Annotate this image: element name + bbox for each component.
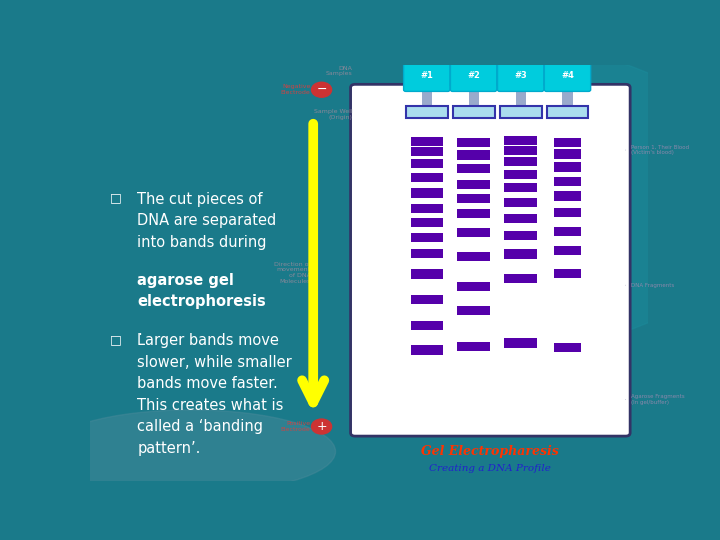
Bar [505, 157, 537, 166]
Bar [457, 281, 490, 291]
Bar [505, 198, 537, 207]
Bar [505, 274, 537, 283]
Text: #4: #4 [561, 71, 574, 80]
Text: □: □ [109, 333, 121, 346]
Bar [516, 90, 526, 106]
Bar [410, 137, 443, 146]
Text: Positive
Electrode: Positive Electrode [281, 421, 310, 432]
Text: Creating a DNA Profile: Creating a DNA Profile [429, 464, 552, 473]
Text: Sample Well
(Origin): Sample Well (Origin) [314, 109, 352, 120]
Bar [410, 188, 443, 198]
Text: .: . [138, 322, 142, 338]
Bar [554, 192, 581, 200]
Bar [457, 209, 490, 218]
Bar [505, 183, 537, 192]
Bar [410, 204, 443, 213]
FancyBboxPatch shape [544, 59, 590, 91]
Text: agarose gel
electrophoresis: agarose gel electrophoresis [138, 273, 266, 309]
Bar [469, 90, 479, 106]
Bar [554, 177, 581, 186]
Text: DNA Fragments: DNA Fragments [626, 282, 675, 288]
FancyBboxPatch shape [498, 59, 544, 91]
Bar [505, 170, 537, 179]
Bar [554, 227, 581, 236]
Bar [410, 321, 443, 330]
Bar [410, 269, 443, 279]
Bar [457, 228, 490, 237]
Bar [410, 218, 443, 227]
Bar [505, 231, 537, 240]
Bar [410, 173, 443, 182]
Text: □: □ [109, 192, 121, 205]
Text: #2: #2 [467, 71, 480, 80]
Bar [554, 150, 581, 159]
Bar [457, 180, 490, 189]
Text: DNA
Samples: DNA Samples [325, 66, 352, 77]
Text: The cut pieces of
DNA are separated
into bands during: The cut pieces of DNA are separated into… [138, 192, 276, 250]
Text: +: + [316, 420, 327, 433]
Circle shape [312, 82, 332, 97]
Bar [505, 146, 537, 155]
Text: Direction of
movement
of DNA
Molecules: Direction of movement of DNA Molecules [274, 261, 310, 284]
Circle shape [352, 52, 720, 343]
Bar [457, 306, 490, 315]
FancyBboxPatch shape [404, 59, 450, 91]
FancyBboxPatch shape [500, 106, 541, 118]
Text: Larger bands move
slower, while smaller
bands move faster.
This creates what is
: Larger bands move slower, while smaller … [138, 333, 292, 456]
Bar [554, 163, 581, 172]
Bar [457, 193, 490, 202]
Ellipse shape [45, 410, 336, 493]
Bar [505, 213, 537, 222]
Text: Person 1, Their Blood
(Victim's blood): Person 1, Their Blood (Victim's blood) [626, 145, 689, 156]
Text: Agarose Fragments
(In gel/buffer): Agarose Fragments (In gel/buffer) [626, 394, 685, 405]
Bar [554, 246, 581, 255]
Text: #3: #3 [514, 71, 527, 80]
Bar [457, 138, 490, 147]
Bar [410, 147, 443, 156]
Bar [410, 233, 443, 242]
FancyBboxPatch shape [351, 84, 630, 436]
Bar [505, 339, 537, 348]
FancyBboxPatch shape [406, 106, 448, 118]
Bar [554, 342, 581, 352]
FancyBboxPatch shape [451, 59, 497, 91]
Bar [410, 249, 443, 258]
Bar [505, 136, 537, 145]
Bar [554, 138, 581, 147]
Text: −: − [316, 83, 327, 96]
Text: Gel Electropharesis: Gel Electropharesis [421, 446, 559, 458]
Bar [505, 249, 537, 259]
Circle shape [312, 419, 332, 434]
Bar [422, 90, 432, 106]
Bar [554, 269, 581, 278]
Bar [554, 208, 581, 217]
Bar [410, 295, 443, 305]
FancyBboxPatch shape [546, 106, 588, 118]
Text: #1: #1 [420, 71, 433, 80]
Bar [457, 164, 490, 173]
FancyBboxPatch shape [453, 106, 495, 118]
Bar [457, 342, 490, 351]
Bar [410, 346, 443, 355]
Bar [410, 159, 443, 168]
Bar [457, 252, 490, 261]
Bar [562, 90, 572, 106]
Bar [457, 151, 490, 159]
Text: Negative
Electrode: Negative Electrode [281, 84, 310, 95]
